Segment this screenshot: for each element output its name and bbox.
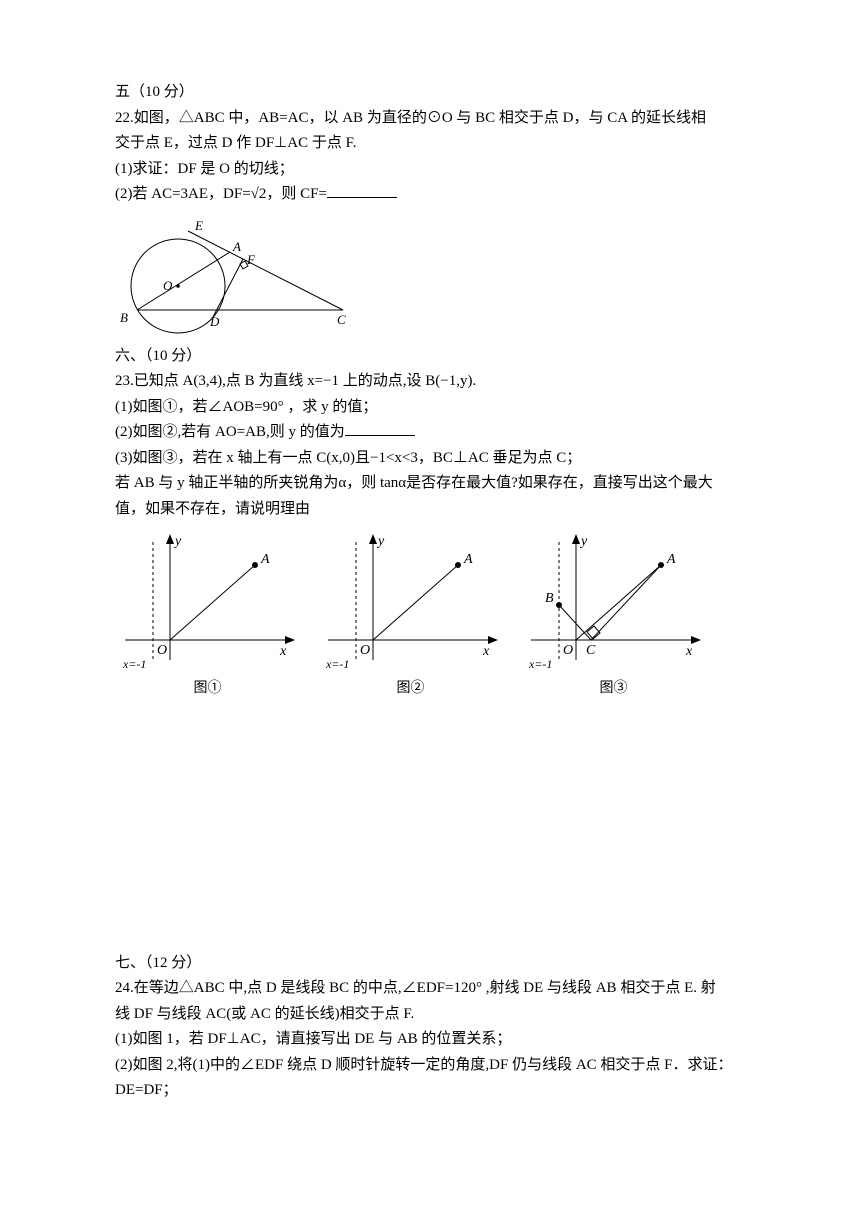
fig2-xm1: x=-1 <box>325 657 349 671</box>
q23-line2: 若 AB 与 y 轴正半轴的所夹锐角为α，则 tanα是否存在最大值?如果存在，… <box>115 471 745 497</box>
figure-3-wrap: y x A O B C x=-1 图③ <box>521 530 706 701</box>
fig1-y: y <box>173 534 182 549</box>
fig1-x: x <box>279 644 287 659</box>
label-c: C <box>337 312 346 327</box>
fig3-ca <box>591 565 661 640</box>
fig3-bc <box>559 605 591 640</box>
fig1-oa <box>170 565 255 640</box>
fig1-yarrow <box>166 534 174 544</box>
q24-line1: 24.在等边△ABC 中,点 D 是线段 BC 的中点,∠EDF=120° ,射… <box>115 976 745 1002</box>
q22-blank <box>327 182 397 198</box>
label-d: D <box>209 314 220 329</box>
q22-line1: 22.如图，△ABC 中，AB=AC，以 AB 为直径的⊙O 与 BC 相交于点… <box>115 106 745 132</box>
section-5-header: 五（10 分） <box>115 80 745 106</box>
fig1-xarrow <box>285 636 295 644</box>
label-o: O <box>163 278 173 293</box>
figure-3-caption: 图③ <box>600 677 628 701</box>
q23-part3: (3)如图③，若在 x 轴上有一点 C(x,0)且−1<x<3，BC⊥AC 垂足… <box>115 446 745 472</box>
figure-1-svg: y x A O x=-1 <box>115 530 300 675</box>
q22-part2-text: (2)若 AC=3AE，DF=√2，则 CF= <box>115 186 327 202</box>
fig1-a-pt <box>252 562 258 568</box>
section-6-header: 六、（10 分） <box>115 344 745 370</box>
circle-triangle-svg: E A O F B D C <box>115 214 360 334</box>
line-df <box>213 259 243 317</box>
line-ba <box>137 252 230 310</box>
q24-line2: 线 DF 与线段 AC(或 AC 的延长线)相交于点 F. <box>115 1002 745 1028</box>
q23-line1: 23.已知点 A(3,4),点 B 为直线 x=−1 上的动点,设 B(−1,y… <box>115 369 745 395</box>
point-o <box>176 284 180 288</box>
exam-page: 五（10 分） 22.如图，△ABC 中，AB=AC，以 AB 为直径的⊙O 与… <box>0 0 860 1216</box>
q24-part2b: DE=DF； <box>115 1078 745 1104</box>
fig2-y: y <box>376 534 385 549</box>
q23-part2: (2)如图②,若有 AO=AB,则 y 的值为 <box>115 420 745 446</box>
three-figures-row: y x A O x=-1 图① y x A O x=-1 <box>115 530 745 701</box>
fig3-o: O <box>563 643 573 658</box>
q22-line2: 交于点 E，过点 D 作 DF⊥AC 于点 F. <box>115 131 745 157</box>
q22-part2: (2)若 AC=3AE，DF=√2，则 CF= <box>115 182 745 208</box>
label-a: A <box>232 239 241 254</box>
q24-part1: (1)如图 1，若 DF⊥AC，请直接写出 DE 与 AB 的位置关系； <box>115 1027 745 1053</box>
q22-diagram: E A O F B D C <box>115 214 745 334</box>
fig1-xm1: x=-1 <box>122 657 146 671</box>
fig3-b-pt <box>556 602 562 608</box>
q24-part2a: (2)如图 2,将(1)中的∠EDF 绕点 D 顺时针旋转一定的角度,DF 仍与… <box>115 1053 745 1079</box>
label-f: F <box>246 252 256 267</box>
fig3-yarrow <box>572 534 580 544</box>
q23-part1: (1)如图①，若∠AOB=90° ，求 y 的值； <box>115 395 745 421</box>
q22-part1: (1)求证：DF 是 O 的切线； <box>115 157 745 183</box>
fig3-b: B <box>545 591 554 606</box>
fig2-o: O <box>360 643 370 658</box>
fig2-a: A <box>463 552 473 567</box>
label-e: E <box>194 218 203 233</box>
q23-part2-text: (2)如图②,若有 AO=AB,则 y 的值为 <box>115 424 345 440</box>
fig2-yarrow <box>369 534 377 544</box>
figure-1-wrap: y x A O x=-1 图① <box>115 530 300 701</box>
q23-line3: 值，如果不存在，请说明理由 <box>115 497 745 523</box>
fig3-oa <box>576 565 661 640</box>
line-ce <box>188 231 343 310</box>
fig2-oa <box>373 565 458 640</box>
fig3-y: y <box>579 534 588 549</box>
fig3-xm1: x=-1 <box>528 657 552 671</box>
fig3-x: x <box>685 644 693 659</box>
section-7-header: 七、（12 分） <box>115 951 745 977</box>
figure-1-caption: 图① <box>194 677 222 701</box>
spacer <box>115 701 745 951</box>
fig1-o: O <box>157 643 167 658</box>
fig3-a: A <box>666 552 676 567</box>
q23-blank <box>345 420 415 436</box>
figure-3-svg: y x A O B C x=-1 <box>521 530 706 675</box>
fig3-c: C <box>586 643 596 658</box>
figure-2-caption: 图② <box>397 677 425 701</box>
figure-2-wrap: y x A O x=-1 图② <box>318 530 503 701</box>
fig3-xarrow <box>691 636 701 644</box>
fig2-xarrow <box>488 636 498 644</box>
fig2-a-pt <box>455 562 461 568</box>
label-b: B <box>120 310 128 325</box>
figure-2-svg: y x A O x=-1 <box>318 530 503 675</box>
fig1-a: A <box>260 552 270 567</box>
fig2-x: x <box>482 644 490 659</box>
